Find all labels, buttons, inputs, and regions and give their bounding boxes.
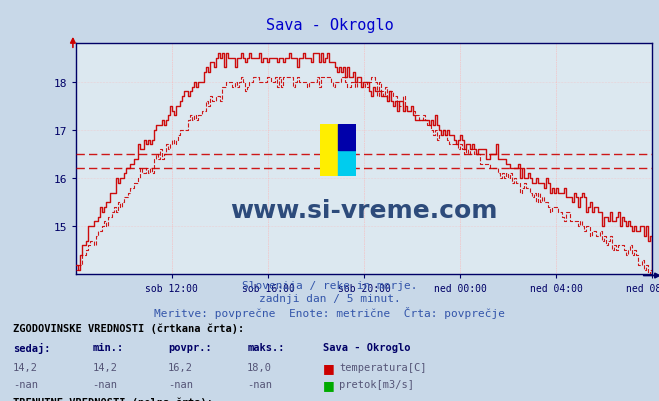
Text: Sava - Okroglo: Sava - Okroglo [323, 342, 411, 352]
Text: Slovenija / reke in morje.: Slovenija / reke in morje. [242, 281, 417, 291]
Text: temperatura[C]: temperatura[C] [339, 362, 427, 372]
Text: -nan: -nan [92, 379, 117, 389]
Text: maks.:: maks.: [247, 342, 285, 352]
Text: ZGODOVINSKE VREDNOSTI (črtkana črta):: ZGODOVINSKE VREDNOSTI (črtkana črta): [13, 323, 244, 333]
Text: min.:: min.: [92, 342, 123, 352]
Bar [320, 124, 338, 176]
Text: pretok[m3/s]: pretok[m3/s] [339, 379, 415, 389]
Bar [338, 124, 356, 150]
Text: zadnji dan / 5 minut.: zadnji dan / 5 minut. [258, 294, 401, 304]
Text: -nan: -nan [13, 379, 38, 389]
Text: Sava - Okroglo: Sava - Okroglo [266, 18, 393, 33]
Text: -nan: -nan [168, 379, 193, 389]
Text: TRENUTNE VREDNOSTI (polna črta):: TRENUTNE VREDNOSTI (polna črta): [13, 397, 213, 401]
Text: 18,0: 18,0 [247, 362, 272, 372]
Text: povpr.:: povpr.: [168, 342, 212, 352]
Text: 14,2: 14,2 [13, 362, 38, 372]
Text: -nan: -nan [247, 379, 272, 389]
Text: 14,2: 14,2 [92, 362, 117, 372]
Text: sedaj:: sedaj: [13, 342, 51, 353]
Text: 16,2: 16,2 [168, 362, 193, 372]
Text: Meritve: povprečne  Enote: metrične  Črta: povprečje: Meritve: povprečne Enote: metrične Črta:… [154, 306, 505, 318]
Text: www.si-vreme.com: www.si-vreme.com [231, 198, 498, 222]
Text: ■: ■ [323, 361, 335, 374]
Text: ■: ■ [323, 378, 335, 391]
Bar [338, 150, 356, 176]
